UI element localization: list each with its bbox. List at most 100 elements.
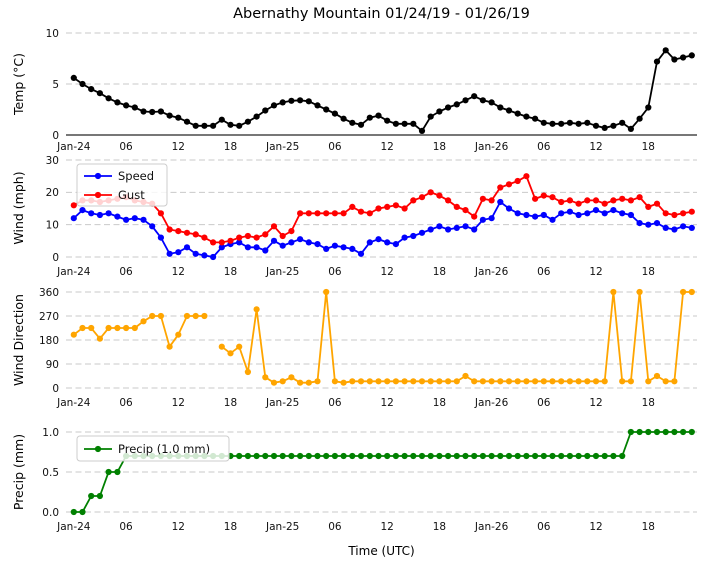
- wind-y-tick-label: 30: [46, 155, 59, 167]
- wind-x-tick-label: 18: [224, 266, 237, 278]
- data-point: [114, 324, 121, 332]
- data-point: [288, 452, 295, 460]
- temperature-y-tick-label: 10: [46, 28, 59, 40]
- data-point: [479, 378, 486, 385]
- wind_direction-x-tick-label: Jan-24: [56, 397, 91, 409]
- data-point: [636, 288, 643, 296]
- data-point: [392, 120, 399, 127]
- wind_direction-y-tick-label: 360: [39, 287, 59, 299]
- data-point: [418, 229, 426, 236]
- data-point: [462, 452, 469, 460]
- data-point: [314, 452, 321, 460]
- data-point: [297, 236, 304, 243]
- data-point: [645, 221, 652, 228]
- data-point: [175, 228, 182, 235]
- temperature-x-tick-label: 12: [589, 141, 602, 153]
- data-point: [131, 104, 138, 111]
- data-point: [262, 107, 269, 114]
- data-point: [558, 198, 565, 206]
- data-point: [305, 452, 312, 460]
- data-point: [253, 244, 260, 251]
- data-point: [314, 102, 321, 109]
- data-point: [688, 288, 695, 296]
- data-point: [192, 231, 199, 238]
- data-point: [549, 120, 556, 127]
- data-point: [401, 378, 408, 385]
- data-point: [88, 210, 95, 217]
- data-point: [227, 237, 234, 244]
- data-point: [140, 108, 147, 115]
- wind_direction-x-tick-label: 06: [537, 397, 551, 409]
- temperature-subplot: 0 5 10 Jan-24 06 12 18 Jan-25 06 12 18 Jan-26 06 12 18: [46, 28, 697, 153]
- data-point: [410, 120, 417, 127]
- data-point: [366, 239, 373, 246]
- wind_direction-x-tick-label: 06: [328, 397, 342, 409]
- legend-marker: [94, 445, 102, 453]
- data-point: [323, 210, 330, 217]
- data-point: [149, 223, 156, 230]
- data-point: [70, 508, 77, 516]
- data-point: [610, 122, 617, 129]
- data-point: [384, 239, 391, 246]
- data-point: [479, 452, 486, 460]
- data-point: [549, 452, 556, 460]
- data-point: [479, 195, 486, 202]
- direction-line: [73, 291, 692, 384]
- data-point: [279, 452, 286, 460]
- data-point: [523, 211, 530, 219]
- data-point: [79, 80, 86, 88]
- data-point: [210, 122, 217, 129]
- data-point: [453, 224, 460, 231]
- wind-x-tick-label: 06: [119, 266, 133, 278]
- data-point: [471, 378, 478, 385]
- data-point: [540, 119, 547, 126]
- data-point: [349, 203, 356, 210]
- data-point: [627, 378, 635, 385]
- precip-x-tick-label: 12: [172, 521, 185, 533]
- data-point: [166, 343, 173, 350]
- wind-subplot: 0 10 20 30 Jan-24 06 12 18 Jan-25 06 12 18 Jan-26 06 1…: [46, 155, 697, 278]
- data-point: [70, 74, 77, 81]
- data-point: [505, 181, 513, 188]
- data-point: [270, 379, 278, 386]
- data-point: [505, 107, 513, 114]
- data-point: [210, 253, 217, 261]
- data-point: [323, 245, 330, 252]
- data-point: [514, 210, 521, 217]
- data-point: [410, 378, 417, 385]
- data-point: [357, 250, 365, 257]
- data-point: [114, 468, 121, 476]
- data-point: [270, 223, 278, 230]
- wind-x-tick-label: 18: [642, 266, 655, 278]
- data-point: [645, 203, 652, 210]
- data-point: [601, 210, 608, 217]
- data-point: [418, 194, 426, 201]
- data-point: [523, 173, 530, 180]
- data-point: [340, 210, 347, 217]
- data-point: [575, 211, 582, 219]
- data-point: [149, 312, 156, 320]
- data-point: [392, 378, 399, 385]
- data-point: [236, 343, 243, 350]
- data-point: [340, 452, 347, 460]
- data-point: [619, 452, 626, 460]
- data-point: [323, 288, 330, 296]
- data-point: [123, 324, 130, 332]
- data-point: [297, 97, 304, 104]
- data-point: [175, 331, 182, 338]
- data-point: [540, 211, 547, 219]
- data-point: [471, 226, 478, 233]
- data-point: [384, 203, 391, 210]
- data-point: [505, 378, 513, 385]
- data-point: [340, 379, 347, 386]
- wind_direction-y-tick-label: 180: [39, 335, 59, 347]
- x-axis-title: Time (UTC): [348, 544, 415, 558]
- data-point: [418, 127, 426, 134]
- data-point: [105, 95, 112, 102]
- data-point: [653, 200, 661, 207]
- legend-box: [76, 435, 230, 462]
- data-point: [183, 118, 191, 125]
- wind-x-tick-label: 18: [433, 266, 446, 278]
- data-point: [592, 197, 600, 204]
